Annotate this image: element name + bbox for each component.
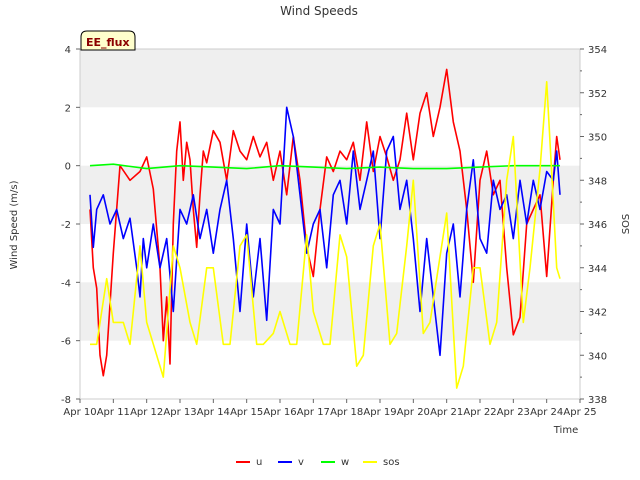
y2-tick-label: 350 — [588, 133, 607, 144]
y2-tick-label: 338 — [588, 395, 607, 406]
y-tick-label: -6 — [61, 337, 71, 348]
x-tick-label: Apr 24 — [530, 407, 563, 418]
series-w-line — [89, 163, 560, 170]
legend-u-label: u — [256, 457, 262, 468]
chart-title: Wind Speeds — [280, 4, 358, 18]
x-tick-label: Apr 12 — [130, 407, 163, 418]
y2-tick-label: 354 — [588, 45, 607, 56]
axes-layer: Apr 10 Apr 11 Apr 12 Apr 13 Apr 14 Apr 15 Apr … — [61, 45, 607, 418]
x-tick-label: Apr 17 — [297, 407, 330, 418]
y2-axis-label: SOS — [621, 214, 632, 235]
y-tick-label: -2 — [61, 220, 71, 231]
y-tick-label: 4 — [65, 45, 71, 56]
x-axis-label: Time — [553, 425, 578, 436]
x-tick-label: Apr 25 — [563, 407, 596, 418]
y2-tick-label: 340 — [588, 351, 607, 362]
background-band — [80, 49, 580, 108]
y2-tick-label: 348 — [588, 176, 607, 187]
badge-label: EE_flux — [86, 36, 130, 49]
series-v-line — [89, 106, 561, 357]
background-band — [80, 282, 580, 341]
x-tick-label: Apr 15 — [230, 407, 263, 418]
y-tick-label: 0 — [65, 162, 71, 173]
y-axis-label: Wind Speed (m/s) — [9, 180, 20, 269]
legend: u v w sos — [236, 457, 400, 468]
x-tick-label: Apr 22 — [463, 407, 496, 418]
legend-sos-label: sos — [383, 457, 400, 468]
y-tick-label: 2 — [65, 103, 71, 114]
legend-v-label: v — [298, 457, 304, 468]
series-sos-line — [90, 81, 561, 389]
x-tick-label: Apr 21 — [430, 407, 463, 418]
y-tick-label: -8 — [61, 395, 71, 406]
x-tick-label: Apr 23 — [497, 407, 530, 418]
y2-tick-label: 342 — [588, 308, 607, 319]
y2-tick-label: 346 — [588, 220, 607, 231]
legend-w-label: w — [341, 457, 349, 468]
x-tick-label: Apr 18 — [330, 407, 363, 418]
series-layer — [89, 68, 561, 389]
x-tick-label: Apr 13 — [163, 407, 196, 418]
x-tick-label: Apr 11 — [97, 407, 130, 418]
y-tick-label: -4 — [61, 278, 71, 289]
x-tick-label: Apr 19 — [363, 407, 396, 418]
badge-box — [80, 30, 136, 51]
x-tick-label: Apr 16 — [263, 407, 296, 418]
y2-tick-label: 352 — [588, 89, 607, 100]
x-tick-label: Apr 10 — [63, 407, 96, 418]
x-tick-label: Apr 14 — [197, 407, 230, 418]
y2-tick-label: 344 — [588, 264, 607, 275]
x-tick-label: Apr 20 — [397, 407, 430, 418]
station-badge: EE_flux — [80, 30, 136, 51]
